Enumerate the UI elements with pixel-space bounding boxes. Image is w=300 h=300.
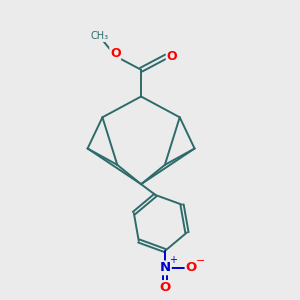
Text: −: − (196, 256, 206, 266)
Text: O: O (167, 50, 177, 63)
Text: O: O (160, 281, 171, 294)
Text: N: N (160, 261, 171, 274)
Text: O: O (110, 47, 121, 60)
Text: CH₃: CH₃ (90, 32, 109, 41)
Text: +: + (169, 255, 177, 266)
Text: O: O (185, 261, 197, 274)
